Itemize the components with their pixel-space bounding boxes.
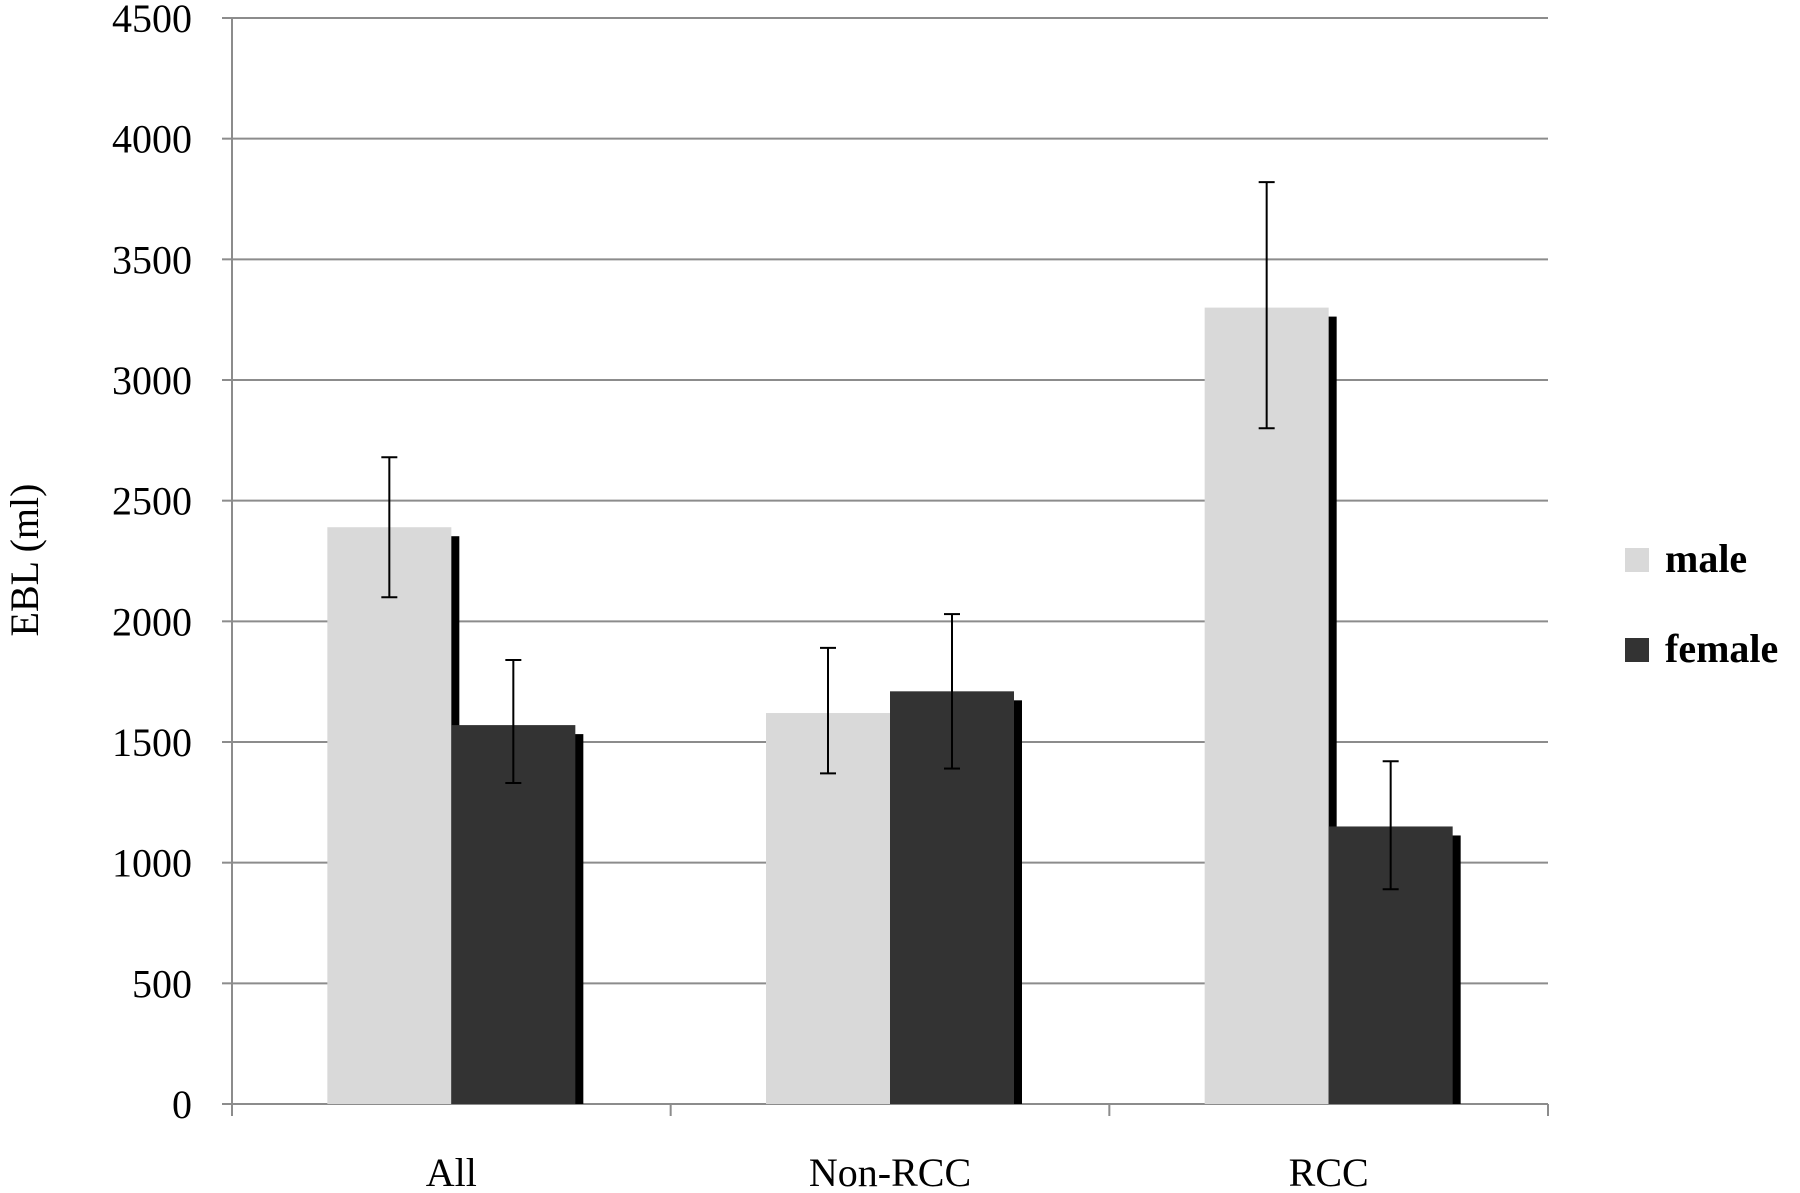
y-tick-label: 4500 xyxy=(112,0,192,41)
legend-label-female: female xyxy=(1665,626,1778,671)
y-tick-label: 2500 xyxy=(112,479,192,524)
error-bars xyxy=(381,181,1399,891)
bar-shadow xyxy=(1451,835,1461,1104)
bars xyxy=(327,307,1461,1105)
x-tick-label: Non-RCC xyxy=(809,1150,971,1193)
bar-shadow xyxy=(574,734,584,1104)
legend-swatch-male xyxy=(1625,548,1649,572)
y-tick-label: 0 xyxy=(172,1082,192,1127)
y-tick-label: 1000 xyxy=(112,841,192,886)
x-tick-label: RCC xyxy=(1289,1150,1369,1193)
x-tick-label: All xyxy=(426,1150,477,1193)
bar-male-RCC xyxy=(1204,307,1329,1105)
bar-male-All xyxy=(327,527,452,1104)
bar-shadow xyxy=(1013,700,1022,1104)
y-tick-label: 500 xyxy=(132,961,192,1006)
y-tick-label: 2000 xyxy=(112,599,192,644)
legend-swatch-female xyxy=(1625,638,1649,662)
bar-male-Non-RCC xyxy=(766,713,890,1104)
x-tick-labels: All Non-RCC RCC xyxy=(426,1150,1369,1193)
y-tick-label: 1500 xyxy=(112,720,192,765)
legend: male female xyxy=(1625,536,1778,671)
y-axis-title: EBL (ml) xyxy=(2,484,47,637)
y-tick-label: 3000 xyxy=(112,358,192,403)
bar-female-All xyxy=(451,725,576,1104)
y-tick-label: 3500 xyxy=(112,237,192,282)
y-tick-labels: 0 500 1000 1500 2000 2500 3000 3500 4000 4500 xyxy=(112,0,192,1127)
bar-shadow xyxy=(1327,316,1337,1105)
legend-label-male: male xyxy=(1665,536,1747,581)
y-tick-label: 4000 xyxy=(112,117,192,162)
